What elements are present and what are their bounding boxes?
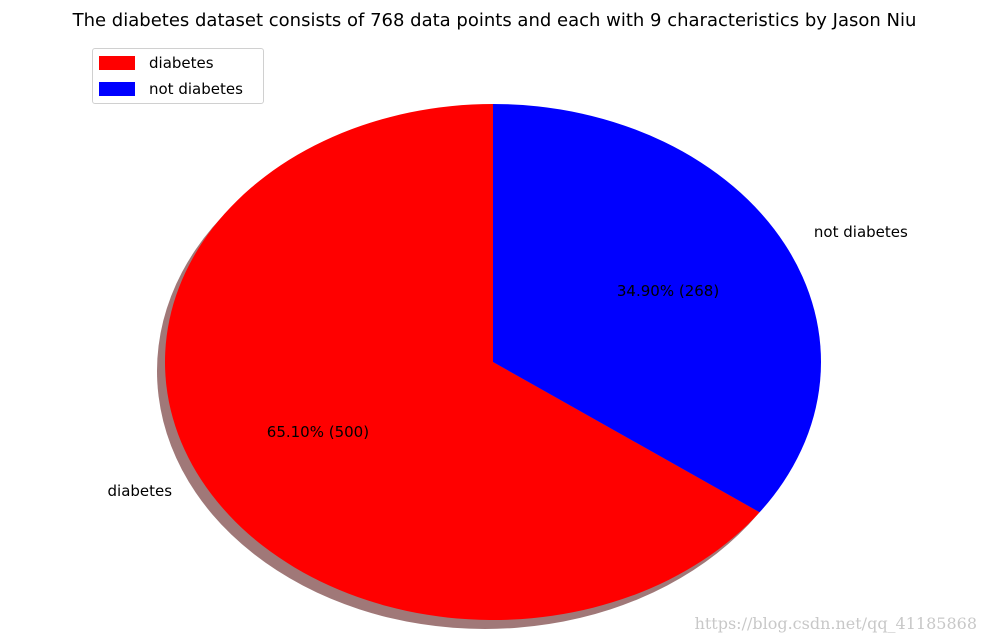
legend: diabetes not diabetes xyxy=(92,48,264,104)
pie-category-label-diabetes: diabetes xyxy=(108,482,173,500)
chart-title: The diabetes dataset consists of 768 dat… xyxy=(72,10,917,31)
legend-swatch-not-diabetes xyxy=(99,82,135,96)
pie-percent-label-diabetes: 65.10% (500) xyxy=(267,423,369,441)
pie-category-label-not-diabetes: not diabetes xyxy=(814,223,908,241)
legend-label-not-diabetes: not diabetes xyxy=(149,80,243,98)
pie-percent-label-not-diabetes: 34.90% (268) xyxy=(617,282,719,300)
legend-label-diabetes: diabetes xyxy=(149,54,214,72)
legend-entry-not-diabetes: not diabetes xyxy=(99,78,243,100)
legend-entry-diabetes: diabetes xyxy=(99,52,214,74)
pie-slice-not-diabetes xyxy=(493,104,821,513)
pie-slice-diabetes xyxy=(164,104,760,621)
watermark: https://blog.csdn.net/qq_41185868 xyxy=(694,614,977,633)
legend-swatch-diabetes xyxy=(99,56,135,70)
